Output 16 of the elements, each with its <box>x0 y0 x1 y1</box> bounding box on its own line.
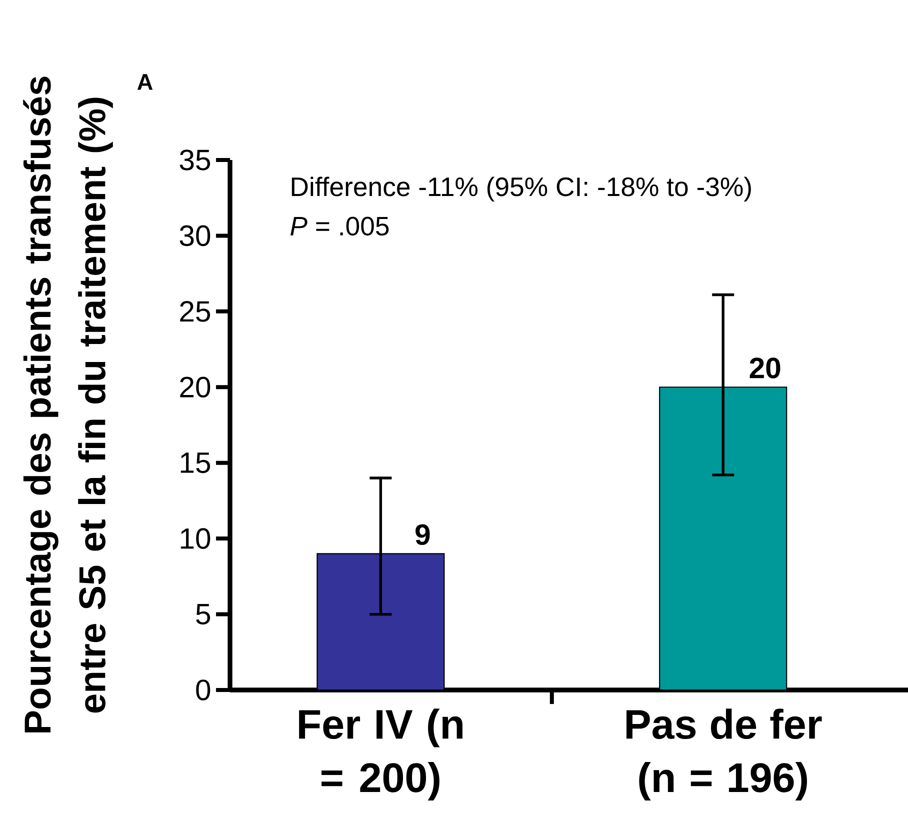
y-tick-label: 0 <box>196 680 210 700</box>
y-tick-label: 15 <box>180 452 210 474</box>
y-tick-label: 30 <box>180 225 210 246</box>
annotation: Difference -11% (95% CI: -18% to -3%) <box>292 176 751 202</box>
y-axis-title: Pourcentage des patients transfusés entre S5 et la fin du traitement (%) <box>23 76 113 732</box>
y-tick-label: 25 <box>180 301 210 322</box>
data-label: 9 <box>416 524 430 545</box>
annotation: P = .005 <box>290 216 389 236</box>
x-tick-label: Fer IV (n = 200) <box>299 708 462 801</box>
text: A <box>137 74 153 90</box>
y-tick-label: 20 <box>180 376 210 398</box>
data-label: 20 <box>750 358 780 378</box>
y-tick-label: 5 <box>196 604 210 625</box>
y-tick-label: 10 <box>180 528 210 549</box>
x-tick-label: Pas de fer (n = 196) <box>626 708 822 801</box>
y-tick-label: 35 <box>180 150 210 170</box>
